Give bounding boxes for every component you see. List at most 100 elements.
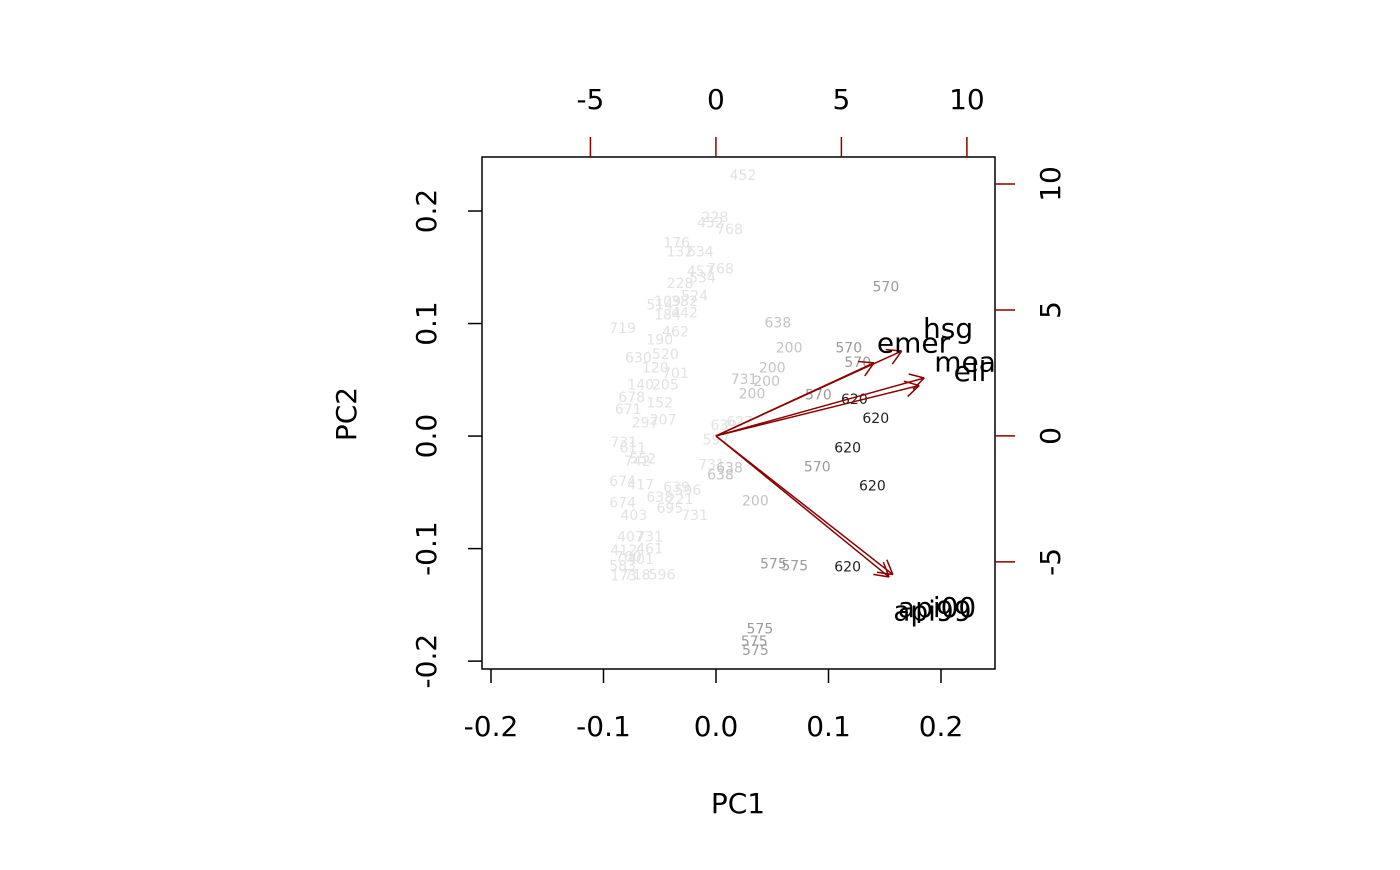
score-label: 524: [681, 289, 708, 305]
score-label: 701: [662, 366, 689, 382]
arrow-head: [885, 348, 902, 352]
score-label: 520: [652, 347, 679, 363]
score-label: 731: [698, 457, 725, 473]
score-label: 719: [609, 321, 636, 337]
y2-tick-label: 10: [1034, 166, 1067, 202]
score-label: 620: [834, 440, 861, 456]
score-label: 228: [667, 276, 694, 292]
score-label: 190: [646, 332, 673, 348]
y-axis-label: PC2: [330, 387, 363, 441]
score-label: 583: [609, 559, 636, 575]
score-label: 731: [610, 435, 637, 451]
score-label: 382: [671, 294, 698, 310]
score-label: 442: [671, 305, 698, 321]
score-label: 297: [632, 416, 659, 432]
score-label: 630: [625, 350, 652, 366]
arrow-head: [873, 573, 890, 578]
score-label: 596: [675, 483, 702, 499]
score-label: 731: [681, 508, 708, 524]
score-label: 184: [654, 308, 681, 324]
score-label: 638: [716, 461, 743, 477]
y-tick-label: 0.1: [410, 301, 443, 346]
score-label: 461: [636, 542, 663, 558]
plot-frame: [481, 156, 996, 670]
score-label: 173: [610, 569, 637, 585]
score-label: 678: [618, 390, 645, 406]
loading-label: api00: [898, 591, 976, 624]
x2-tick-label: -5: [576, 83, 604, 116]
loading-label: api99: [893, 594, 971, 627]
score-label: 639: [663, 480, 690, 496]
loading-arrow: [715, 362, 875, 437]
score-label: 401: [627, 552, 654, 568]
arrow-head: [907, 384, 920, 398]
loading-label: meals: [934, 345, 1018, 378]
score-label: 695: [657, 501, 684, 517]
x2-tick-label: 0: [707, 83, 725, 116]
score-label: 462: [662, 325, 689, 341]
score-label: 407: [617, 529, 644, 545]
score-label: 412: [610, 543, 637, 559]
score-label: 120: [642, 361, 669, 377]
score-label: 674: [609, 474, 636, 490]
arrow-head: [912, 377, 925, 390]
arrow-head: [858, 360, 875, 364]
arrow-head: [882, 561, 890, 578]
score-label: 514: [646, 298, 673, 314]
score-label: 109: [654, 294, 681, 310]
score-label: 596: [649, 568, 676, 584]
x-tick-label: 0.0: [694, 710, 739, 743]
score-label: 534: [689, 271, 716, 287]
score-label: 570: [804, 460, 831, 476]
score-label: 228: [702, 210, 729, 226]
score-label: 452: [730, 168, 757, 184]
score-label: 457: [687, 264, 714, 280]
y2-tick-label: 0: [1034, 427, 1067, 445]
score-label: 200: [742, 493, 769, 509]
loading-label: ell: [954, 355, 987, 388]
score-label: 575: [760, 556, 787, 572]
score-label: 140: [627, 377, 654, 393]
score-label: 768: [716, 222, 743, 238]
arrow-head: [903, 380, 920, 387]
score-label: 417: [627, 478, 654, 494]
score-label: 570: [835, 340, 862, 356]
score-label: 200: [753, 374, 780, 390]
score-label: 575: [742, 643, 769, 659]
score-label: 731: [636, 529, 663, 545]
score-label: 597: [703, 433, 730, 449]
score-label: 205: [652, 377, 679, 393]
loading-label: emer: [877, 327, 951, 360]
score-label: 200: [759, 361, 786, 377]
score-label: 452: [697, 215, 724, 231]
score-label: 152: [646, 395, 673, 411]
y2-tick-label: 5: [1034, 301, 1067, 319]
score-label: 132: [667, 245, 694, 261]
score-label: 638: [707, 467, 734, 483]
score-label: 611: [619, 440, 646, 456]
x2-tick-label: 5: [832, 83, 850, 116]
y-tick-label: -0.1: [410, 521, 443, 576]
arrow-head: [908, 373, 925, 379]
score-label: 620: [834, 560, 861, 576]
x-tick-label: 0.2: [919, 710, 964, 743]
score-label: 575: [741, 634, 768, 650]
score-label: 552: [630, 452, 657, 468]
score-label: 403: [621, 508, 648, 524]
loading-arrow: [715, 435, 890, 578]
arrow-head: [891, 350, 903, 365]
x2-tick-label: 10: [949, 83, 985, 116]
score-label: 176: [663, 236, 690, 252]
score-label: 731: [731, 372, 758, 388]
loading-arrow: [715, 377, 925, 437]
score-label: 742: [624, 454, 651, 470]
y2-tick-label: -5: [1034, 548, 1067, 576]
score-label: 570: [805, 388, 832, 404]
score-label: 200: [776, 340, 803, 356]
y-tick-label: -0.2: [410, 634, 443, 689]
score-label: 638: [765, 316, 792, 332]
score-label: 634: [687, 245, 714, 261]
plot-area: 4522284527681761326344577685342285241093…: [609, 168, 1018, 659]
arrow-head: [864, 362, 875, 377]
